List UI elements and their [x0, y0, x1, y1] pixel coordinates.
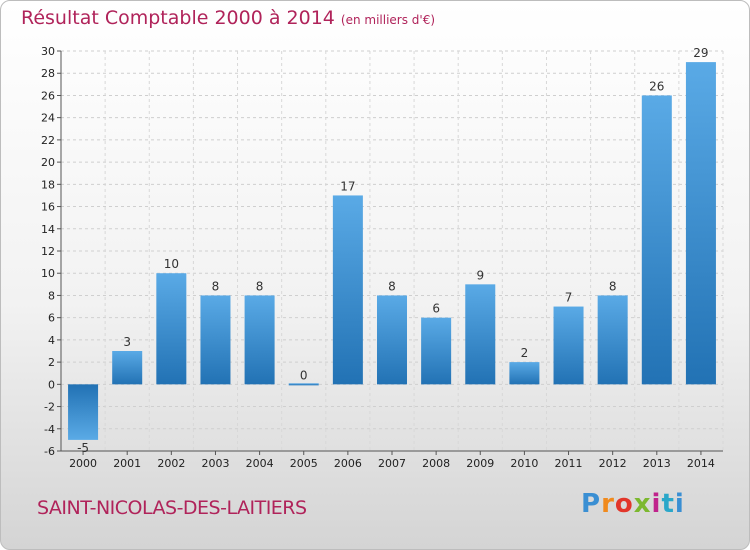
bar[interactable]: [376, 295, 408, 385]
y-tick-label: 16: [41, 201, 55, 214]
chart-title: Résultat Comptable 2000 à 2014 (en millie…: [21, 7, 435, 29]
proxiti-logo[interactable]: Proxiti: [581, 489, 685, 519]
chart-title-text: Résultat Comptable 2000 à 2014: [21, 7, 335, 29]
y-tick-label: -4: [44, 423, 55, 436]
y-tick-label: 6: [48, 312, 55, 325]
y-tick-label: 8: [48, 289, 55, 302]
bar[interactable]: [509, 362, 540, 385]
bar[interactable]: [553, 306, 584, 385]
bar-value-label: 29: [693, 46, 708, 60]
logo-letter: t: [661, 489, 675, 519]
x-tick-label: 2005: [290, 457, 318, 470]
bar-value-label: 2: [521, 346, 529, 360]
bar[interactable]: [641, 95, 672, 385]
bar[interactable]: [597, 295, 628, 385]
y-tick-label: 14: [41, 223, 55, 236]
bar[interactable]: [421, 317, 452, 385]
y-tick-label: 30: [41, 45, 55, 58]
bar-value-label: 8: [256, 279, 264, 293]
bar-value-label: 7: [565, 291, 573, 305]
x-tick-label: 2002: [157, 457, 185, 470]
x-tick-label: 2014: [687, 457, 715, 470]
x-tick-label: 2000: [69, 457, 97, 470]
y-tick-label: 4: [48, 334, 55, 347]
y-tick-label: 0: [48, 378, 55, 391]
x-tick-label: 2007: [378, 457, 406, 470]
x-tick-label: 2012: [599, 457, 627, 470]
y-tick-label: 20: [41, 156, 55, 169]
y-tick-label: 28: [41, 67, 55, 80]
logo-letter: o: [614, 489, 634, 519]
bar-value-label: 0: [300, 368, 308, 382]
bar-value-label: -5: [77, 441, 89, 455]
x-tick-label: 2011: [555, 457, 583, 470]
bars: [68, 62, 716, 440]
bar[interactable]: [465, 284, 496, 385]
logo-letter: P: [581, 489, 602, 519]
y-tick-label: 22: [41, 134, 55, 147]
y-tick-label: 10: [41, 267, 55, 280]
y-tick-label: -2: [44, 401, 55, 414]
bar-value-label: 8: [609, 279, 617, 293]
bar-value-label: 10: [164, 257, 179, 271]
y-tick-label: 18: [41, 178, 55, 191]
y-tick-label: 2: [48, 356, 55, 369]
gridlines: [60, 50, 724, 452]
bar[interactable]: [112, 351, 143, 385]
bar[interactable]: [332, 195, 363, 385]
bar[interactable]: [288, 383, 319, 386]
x-tick-label: 2001: [113, 457, 141, 470]
bar-value-label: 3: [123, 335, 131, 349]
bar[interactable]: [68, 384, 99, 440]
x-tick-label: 2010: [510, 457, 538, 470]
bar-value-label: 8: [212, 279, 220, 293]
x-tick-label: 2008: [422, 457, 450, 470]
axes: [57, 50, 723, 455]
bar[interactable]: [200, 295, 231, 385]
bar-value-label: 9: [476, 268, 484, 282]
y-tick-label: -6: [44, 445, 55, 458]
bar-value-label: 8: [388, 279, 396, 293]
bar[interactable]: [156, 273, 187, 385]
bar-value-label: 26: [649, 79, 664, 93]
y-tick-label: 24: [41, 112, 55, 125]
logo-letter: i: [674, 489, 685, 519]
bar-value-label: 17: [340, 179, 355, 193]
bar[interactable]: [244, 295, 275, 385]
x-tick-label: 2004: [246, 457, 274, 470]
x-tick-label: 2009: [466, 457, 494, 470]
y-tick-label: 12: [41, 245, 55, 258]
x-tick-label: 2003: [201, 457, 229, 470]
town-name: SAINT-NICOLAS-DES-LAITIERS: [37, 497, 307, 519]
logo-letter: r: [601, 489, 615, 519]
x-tick-label: 2006: [334, 457, 362, 470]
logo-letter: x: [633, 489, 652, 519]
chart-subtitle: (en milliers d'€): [340, 13, 436, 27]
y-tick-label: 26: [41, 89, 55, 102]
bar-value-label: 6: [432, 302, 440, 316]
x-tick-label: 2013: [643, 457, 671, 470]
labels: -6-4-20246810121416182022242628302000-52…: [41, 45, 715, 470]
logo-letter: i: [651, 489, 662, 519]
bar[interactable]: [685, 62, 716, 385]
